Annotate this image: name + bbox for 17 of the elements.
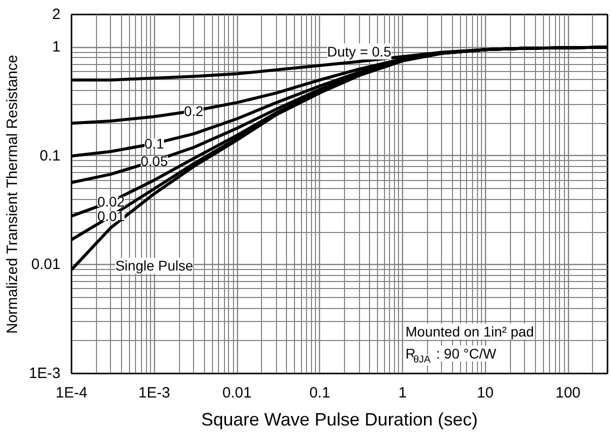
series-label: Single Pulse	[115, 258, 194, 274]
x-axis-title: Square Wave Pulse Duration (sec)	[201, 410, 478, 430]
x-tick-label: 0.1	[309, 384, 330, 402]
y-tick-label: 1	[52, 38, 60, 56]
y-tick-label: 2	[52, 6, 60, 23]
annotation: Mounted on 1in² pad	[406, 324, 534, 340]
x-tick-label: 100	[556, 384, 581, 402]
y-tick-label: 0.1	[40, 147, 61, 164]
x-tick-label: 1E-3	[138, 384, 170, 402]
x-tick-label: 1	[398, 384, 407, 402]
y-axis-title: Normalized Transient Thermal Resistance	[4, 54, 21, 334]
x-tick-label: 1E-4	[56, 384, 88, 402]
x-tick-label: 0.01	[222, 384, 252, 402]
series-label: Duty = 0.5	[327, 43, 392, 60]
y-tick-label: 0.01	[31, 256, 61, 274]
y-tick-label: 1E-3	[28, 365, 61, 382]
x-tick-label: 10	[476, 384, 494, 402]
